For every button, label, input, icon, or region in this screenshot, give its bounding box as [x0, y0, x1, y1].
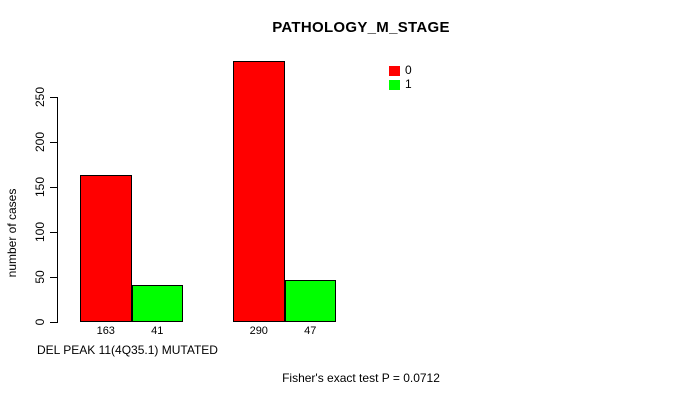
y-tick-label: 150 [33, 176, 47, 198]
legend-label: 1 [405, 77, 412, 91]
bar-value-label: 163 [96, 325, 115, 337]
y-axis-label: number of cases [5, 188, 19, 278]
y-axis-line [57, 97, 58, 323]
bar-value-label: 41 [151, 325, 164, 337]
bar-series-1-group-1 [131, 285, 183, 322]
bar-series-0-group-1 [80, 175, 132, 322]
bar-series-0-group-2 [233, 61, 285, 322]
bar-value-label: 290 [249, 325, 268, 337]
legend-item-0: 0 [389, 63, 412, 77]
chart-title: PATHOLOGY_M_STAGE [272, 19, 450, 36]
y-tick-label: 250 [33, 86, 47, 108]
y-tick [50, 232, 58, 233]
y-tick-label: 0 [33, 318, 47, 326]
y-tick-label: 100 [33, 221, 47, 243]
y-tick [50, 142, 58, 143]
bar-value-label: 47 [304, 325, 317, 337]
footnote-text: Fisher's exact test P = 0.0712 [282, 371, 440, 385]
y-tick [50, 322, 58, 323]
y-tick [50, 97, 58, 98]
legend-item-1: 1 [389, 77, 412, 91]
y-tick-label: 200 [33, 131, 47, 153]
legend-swatch-icon [389, 79, 400, 90]
bar-series-1-group-2 [284, 280, 336, 322]
x-axis-label: DEL PEAK 11(4Q35.1) MUTATED [37, 343, 218, 357]
y-tick [50, 187, 58, 188]
legend-swatch-icon [389, 65, 400, 76]
y-tick-label: 50 [33, 270, 47, 284]
y-tick [50, 277, 58, 278]
legend-label: 0 [405, 63, 412, 77]
